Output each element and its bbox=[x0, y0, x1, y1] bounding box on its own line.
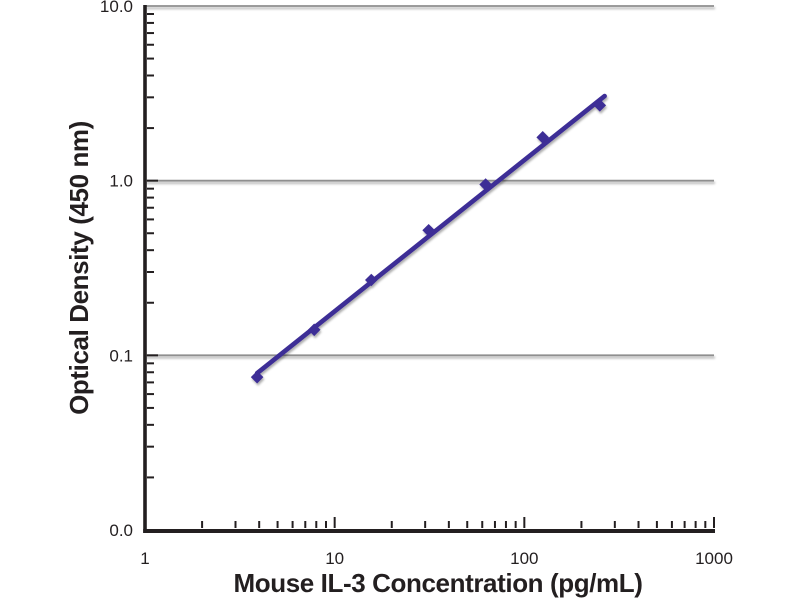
chart-generated-content: 10.0 1.0 0.1 0.0 1 10 100 1000 bbox=[100, 0, 733, 568]
data-point-marker bbox=[593, 99, 607, 112]
series-mouse-il3-standard-curve bbox=[250, 93, 607, 384]
x-axis-title: Mouse IL-3 Concentration (pg/mL) bbox=[234, 568, 643, 598]
data-point-marker bbox=[250, 370, 264, 384]
x-tick-label: 1 bbox=[140, 549, 149, 568]
data-point-marker bbox=[364, 273, 378, 287]
trend-line bbox=[254, 93, 607, 376]
data-point-marker bbox=[422, 223, 435, 237]
x-tick-label: 1000 bbox=[695, 549, 733, 568]
x-tick-label: 100 bbox=[510, 549, 538, 568]
axis-ticks bbox=[147, 12, 715, 528]
data-point-marker bbox=[479, 178, 492, 191]
x-tick-label: 10 bbox=[325, 549, 344, 568]
y-tick-label: 0.0 bbox=[109, 521, 133, 540]
y-tick-label: 10.0 bbox=[100, 0, 133, 16]
y-tick-label: 0.1 bbox=[109, 346, 133, 365]
y-tick-label: 1.0 bbox=[109, 172, 133, 191]
data-point-marker bbox=[307, 323, 321, 337]
data-point-marker bbox=[536, 131, 550, 144]
gridlines bbox=[145, 5, 714, 357]
y-axis-title: Optical Density (450 nm) bbox=[64, 121, 94, 415]
